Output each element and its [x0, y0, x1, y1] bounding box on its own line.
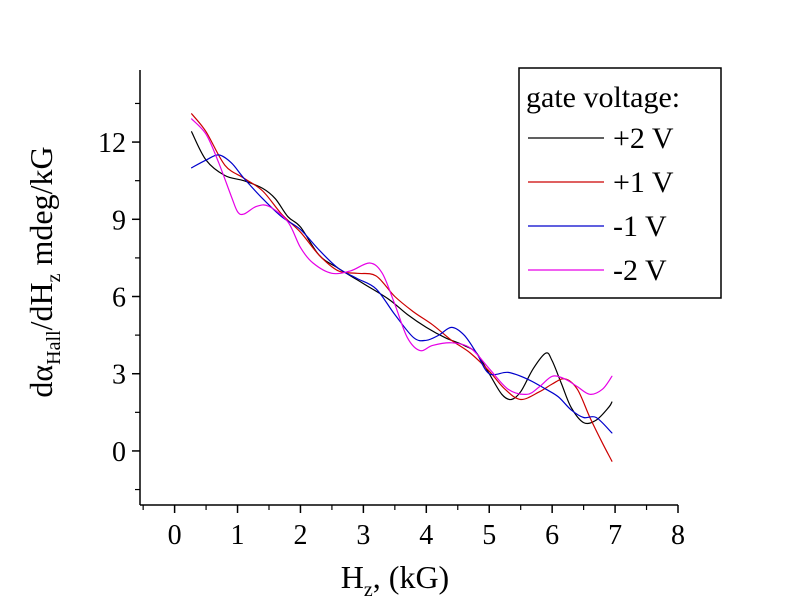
legend: gate voltage: +2 V +1 V -1 V -2 V [518, 67, 722, 299]
x-tick-label: 7 [608, 520, 622, 551]
legend-label-3: -1 V [613, 210, 667, 243]
x-axis-label: Hz, (kG) [341, 559, 449, 601]
y-axis-label-dh: /dH [23, 282, 59, 330]
x-tick-label: 2 [293, 520, 307, 551]
legend-label-4: -2 V [613, 254, 667, 287]
x-axis-label-sub: z [364, 579, 373, 601]
legend-title: gate voltage: [526, 81, 680, 114]
y-tick-label: 6 [112, 283, 126, 314]
series-line-1 [191, 131, 613, 425]
y-tick-label: 3 [112, 360, 126, 391]
y-axis-label-sub-z: z [43, 273, 65, 282]
y-axis-label-alpha: α [23, 365, 59, 382]
legend-entries: +2 V +1 V -1 V -2 V [528, 122, 674, 287]
x-tick-label: 0 [168, 520, 182, 551]
x-axis-label-main: H [341, 559, 364, 595]
y-tick-label: 9 [112, 205, 126, 236]
x-tick-label: 4 [419, 520, 433, 551]
y-tick-label: 0 [112, 437, 126, 468]
series-line-4 [191, 118, 613, 395]
x-tick-label: 3 [356, 520, 370, 551]
x-axis-label-tail: , (kG) [373, 559, 449, 595]
y-axis-label-d: d [23, 382, 59, 398]
x-tick-label: 5 [482, 520, 496, 551]
x-tick-label: 8 [671, 520, 685, 551]
y-axis-label: dαHall/dHz mdeg/kG [23, 146, 65, 397]
x-tick-label: 1 [231, 520, 245, 551]
y-tick-label: 12 [98, 128, 126, 159]
y-axis-label-sub-hall: Hall [43, 330, 65, 365]
plot-lines [191, 113, 613, 462]
legend-label-1: +2 V [613, 122, 674, 155]
legend-label-2: +1 V [613, 166, 674, 199]
series-line-3 [191, 154, 613, 434]
x-tick-label: 6 [545, 520, 559, 551]
legend-box [518, 67, 722, 299]
y-axis-label-units: mdeg/kG [23, 146, 59, 273]
